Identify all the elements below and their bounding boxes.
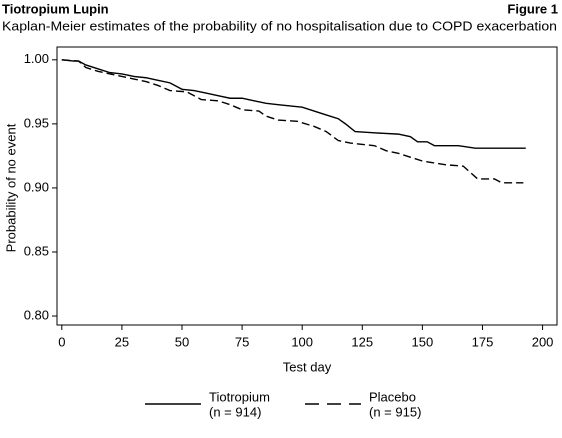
y-tick-label: 0.95 [24, 115, 49, 130]
chart-title: Kaplan-Meier estimates of the probabilit… [2, 18, 557, 33]
y-tick-label: 0.90 [24, 179, 49, 194]
x-tick-label: 175 [472, 334, 494, 349]
legend-label: Placebo [369, 389, 416, 404]
y-tick-label: 1.00 [24, 51, 49, 66]
legend-note: (n = 914) [209, 404, 261, 419]
x-tick-label: 200 [532, 334, 554, 349]
y-axis-title: Probability of no event [3, 123, 18, 252]
y-tick-label: 0.85 [24, 243, 49, 258]
legend-note: (n = 915) [369, 404, 421, 419]
x-tick-label: 50 [175, 334, 189, 349]
header: Tiotropium Lupin [2, 1, 109, 16]
x-tick-label: 0 [58, 334, 65, 349]
survival-line [61, 59, 524, 184]
x-tick-label: 25 [115, 334, 129, 349]
plot-frame [56, 46, 558, 326]
x-tick-label: 100 [291, 334, 313, 349]
x-axis-title: Test day [283, 359, 332, 374]
survival-line [61, 59, 526, 149]
x-tick-label: 125 [351, 334, 373, 349]
figure-label: Figure 1 [507, 1, 558, 16]
legend-label: Tiotropium [209, 389, 270, 404]
x-tick-label: 75 [235, 334, 249, 349]
x-tick-label: 150 [412, 334, 434, 349]
y-tick-label: 0.80 [24, 307, 49, 322]
